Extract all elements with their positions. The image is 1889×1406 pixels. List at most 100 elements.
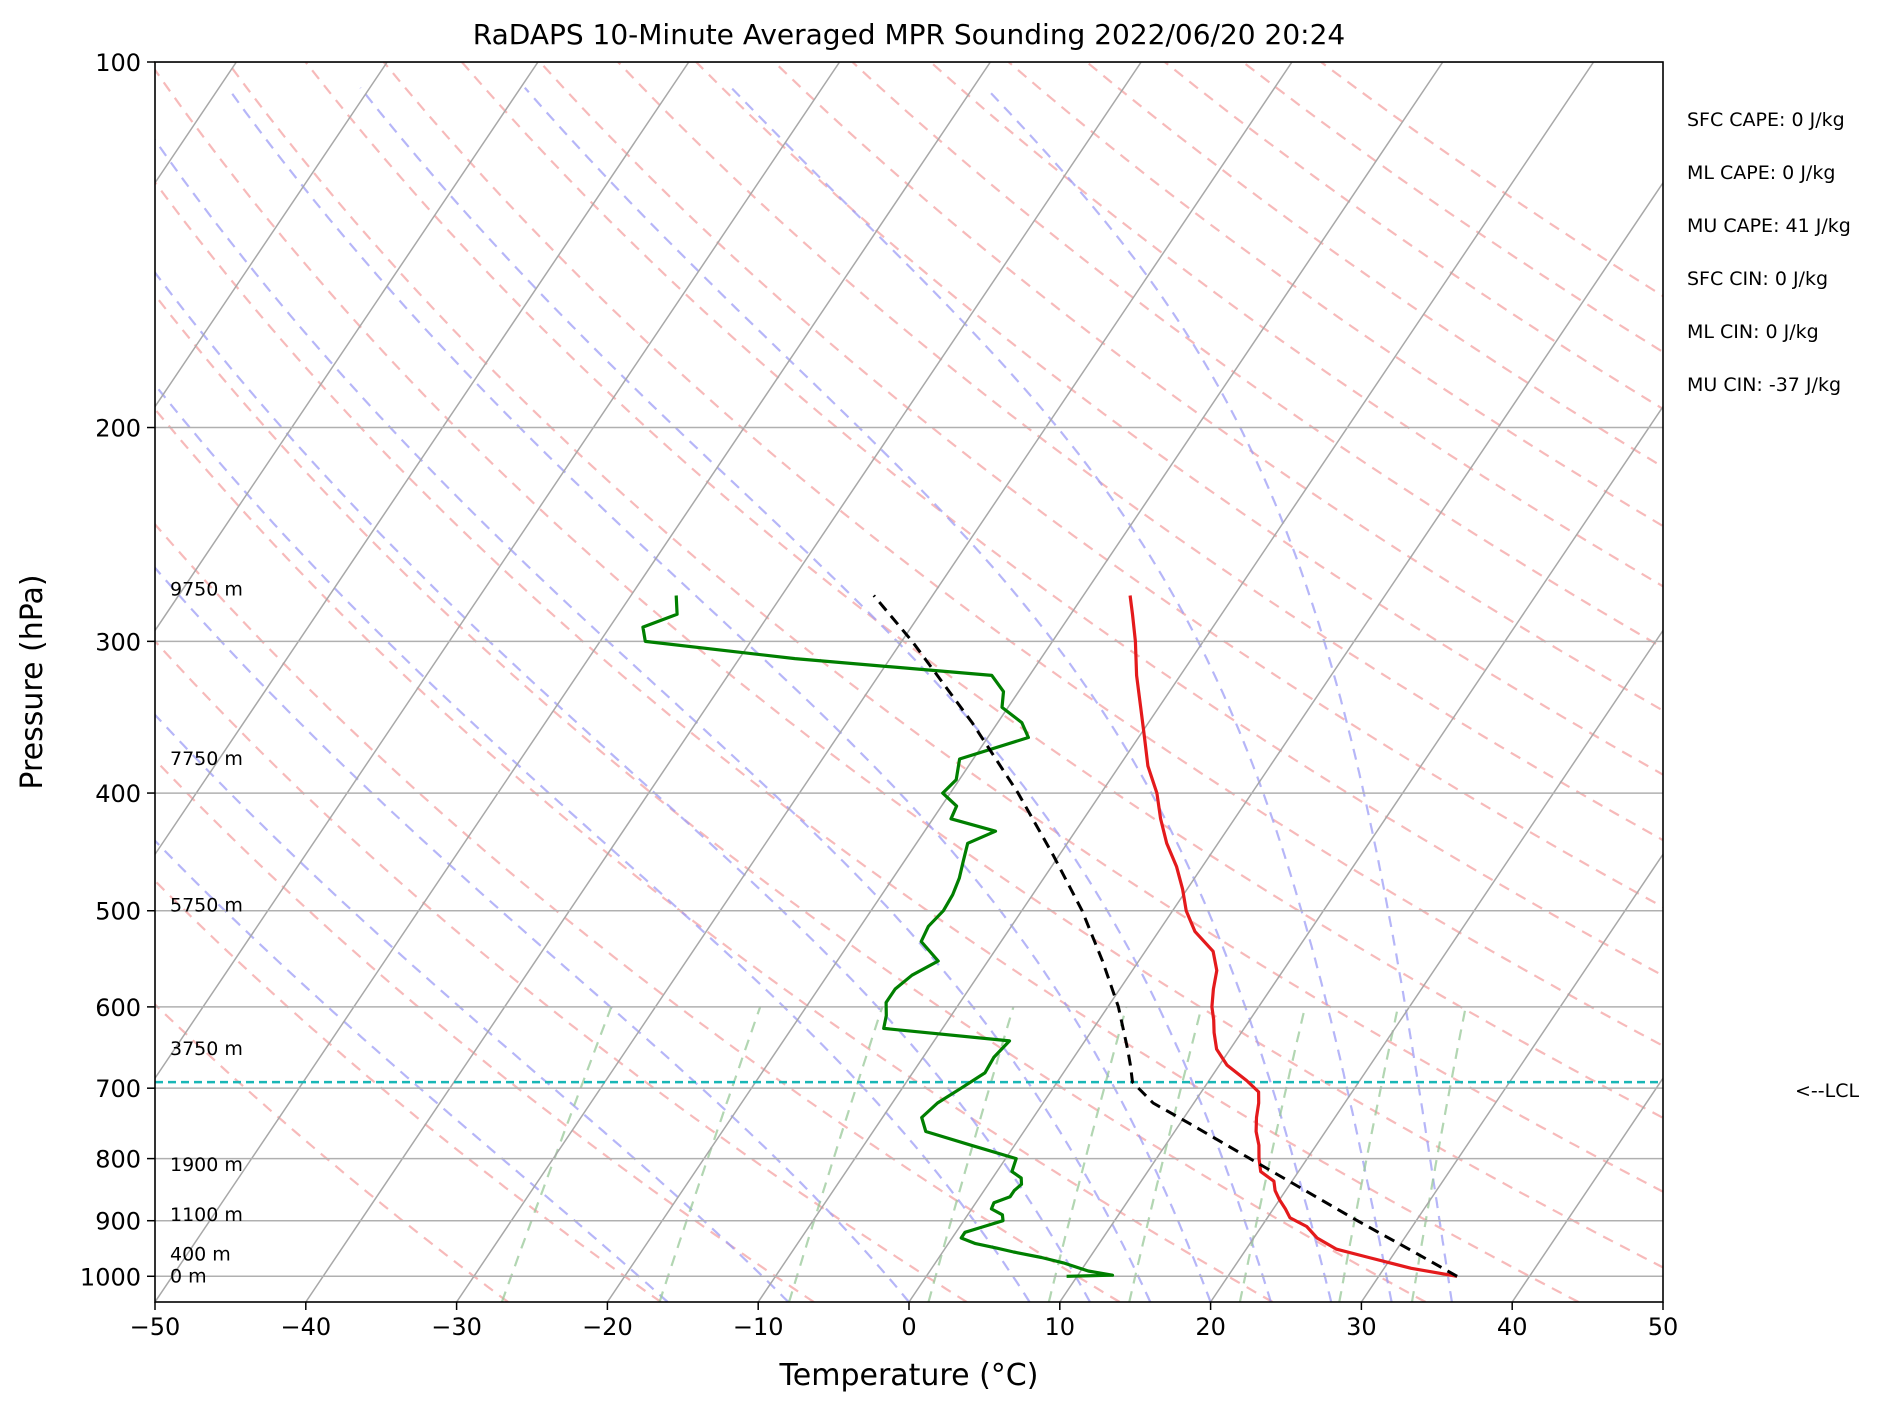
dry-adiabat: [460, 62, 1663, 977]
y-tick-label: 600: [95, 994, 141, 1022]
isotherm: [1662, 1300, 1663, 1302]
dewpoint-line: [641, 595, 1115, 1278]
x-axis-label: Temperature (°C): [779, 1358, 1039, 1393]
height-label: 9750 m: [170, 579, 243, 601]
mixing-ratio-line: [927, 1006, 1015, 1302]
dry-adiabat: [155, 522, 1121, 1302]
index-sfc-cin: SFC CIN: 0 J/kg: [1687, 268, 1829, 290]
y-tick-label: 100: [95, 49, 141, 77]
isotherm: [908, 181, 1663, 1302]
moist-adiabat: [523, 86, 1333, 1302]
height-label: 0 m: [170, 1265, 207, 1287]
x-tick-label: −50: [130, 1313, 181, 1341]
x-tick-label: −40: [280, 1313, 331, 1341]
height-label: 1900 m: [170, 1154, 243, 1176]
y-tick-label: 900: [95, 1208, 141, 1236]
isotherm: [1059, 405, 1663, 1302]
x-tick-label: 20: [1195, 1313, 1226, 1341]
mixing-ratio-line: [1128, 1006, 1203, 1302]
height-label: 1100 m: [170, 1204, 243, 1226]
dry-adiabat: [155, 68, 1663, 1269]
isotherm: [155, 62, 539, 632]
dry-adiabat: [382, 62, 1663, 1048]
x-tick-label: 50: [1648, 1313, 1679, 1341]
y-tick-label: 700: [95, 1075, 141, 1103]
moist-adiabat: [730, 86, 1393, 1302]
dry-adiabat: [226, 62, 1663, 1193]
height-label: 400 m: [170, 1244, 231, 1266]
mixing-ratio-line: [1410, 1006, 1467, 1302]
x-tick-label: −30: [431, 1313, 482, 1341]
dry-adiabat: [155, 879, 662, 1302]
mixing-ratio-line: [500, 1006, 613, 1302]
isotherm: [155, 62, 388, 408]
moist-adiabat: [155, 383, 1031, 1302]
dry-adiabat: [1164, 62, 1663, 411]
moist-adiabat: [155, 270, 1091, 1302]
moist-adiabat: [155, 566, 910, 1302]
y-axis-label: Pressure (hPa): [15, 574, 50, 789]
index-ml-cin: ML CIN: 0 J/kg: [1687, 321, 1819, 343]
mixing-ratio-line: [1338, 1006, 1400, 1302]
index-ml-cape: ML CAPE: 0 J/kg: [1687, 162, 1836, 184]
isotherm: [1511, 1076, 1663, 1302]
isotherm: [155, 62, 841, 1080]
isotherm: [757, 62, 1595, 1302]
isotherm: [305, 62, 1142, 1302]
isotherm: [606, 62, 1444, 1302]
dry-adiabat: [1242, 62, 1663, 354]
height-label: 7750 m: [170, 748, 243, 770]
moist-adiabat: [359, 87, 1272, 1302]
y-tick-label: 400: [95, 780, 141, 808]
moist-adiabat: [155, 138, 1152, 1302]
lcl-label: <--LCL: [1795, 1080, 1860, 1102]
y-tick-label: 800: [95, 1146, 141, 1174]
dry-adiabat: [155, 758, 815, 1302]
moist-adiabat: [984, 86, 1453, 1302]
plot-frame: [154, 61, 1664, 1303]
mixing-ratio-line: [658, 1006, 762, 1302]
index-mu-cape: MU CAPE: 41 J/kg: [1687, 215, 1851, 237]
moist-adiabat: [226, 87, 1212, 1302]
dry-adiabat: [539, 62, 1663, 909]
x-tick-label: −20: [582, 1313, 633, 1341]
x-tick-label: 0: [901, 1313, 916, 1341]
isotherm: [155, 62, 690, 856]
isotherm: [1360, 852, 1663, 1302]
temperature-line: [1128, 595, 1458, 1278]
dry-adiabat: [155, 1002, 509, 1302]
x-tick-label: 10: [1045, 1313, 1076, 1341]
dry-adiabat: [1007, 62, 1663, 528]
index-sfc-cape: SFC CAPE: 0 J/kg: [1687, 109, 1845, 131]
index-mu-cin: MU CIN: -37 J/kg: [1687, 374, 1842, 396]
dry-adiabat: [304, 62, 1663, 1120]
dry-adiabat: [773, 62, 1663, 712]
x-tick-label: −10: [733, 1313, 784, 1341]
x-tick-label: 30: [1346, 1313, 1377, 1341]
dry-adiabat: [155, 639, 968, 1302]
dry-adiabat: [155, 293, 1427, 1302]
dry-adiabat: [155, 180, 1580, 1302]
y-tick-label: 1000: [80, 1263, 141, 1291]
parcel-line: [872, 594, 1458, 1278]
isotherm: [155, 62, 992, 1302]
dry-adiabat: [1320, 62, 1663, 298]
dry-adiabat: [851, 62, 1663, 650]
y-tick-label: 300: [95, 628, 141, 656]
dry-adiabat: [929, 62, 1663, 588]
x-tick-label: 40: [1497, 1313, 1528, 1341]
isotherm: [1209, 629, 1663, 1302]
y-tick-label: 200: [95, 415, 141, 443]
moist-adiabat: [155, 839, 669, 1302]
height-label: 5750 m: [170, 894, 243, 916]
chart-title: RaDAPS 10-Minute Averaged MPR Sounding 2…: [473, 18, 1345, 51]
dry-adiabat: [617, 62, 1663, 842]
mixing-ratio-line: [1047, 1006, 1128, 1302]
isotherm: [455, 62, 1293, 1302]
height-label: 3750 m: [170, 1038, 243, 1060]
mixing-ratio-line: [787, 1006, 884, 1302]
mixing-ratio-line: [1238, 1006, 1307, 1302]
moist-adiabat: [155, 713, 790, 1302]
y-tick-label: 500: [95, 898, 141, 926]
